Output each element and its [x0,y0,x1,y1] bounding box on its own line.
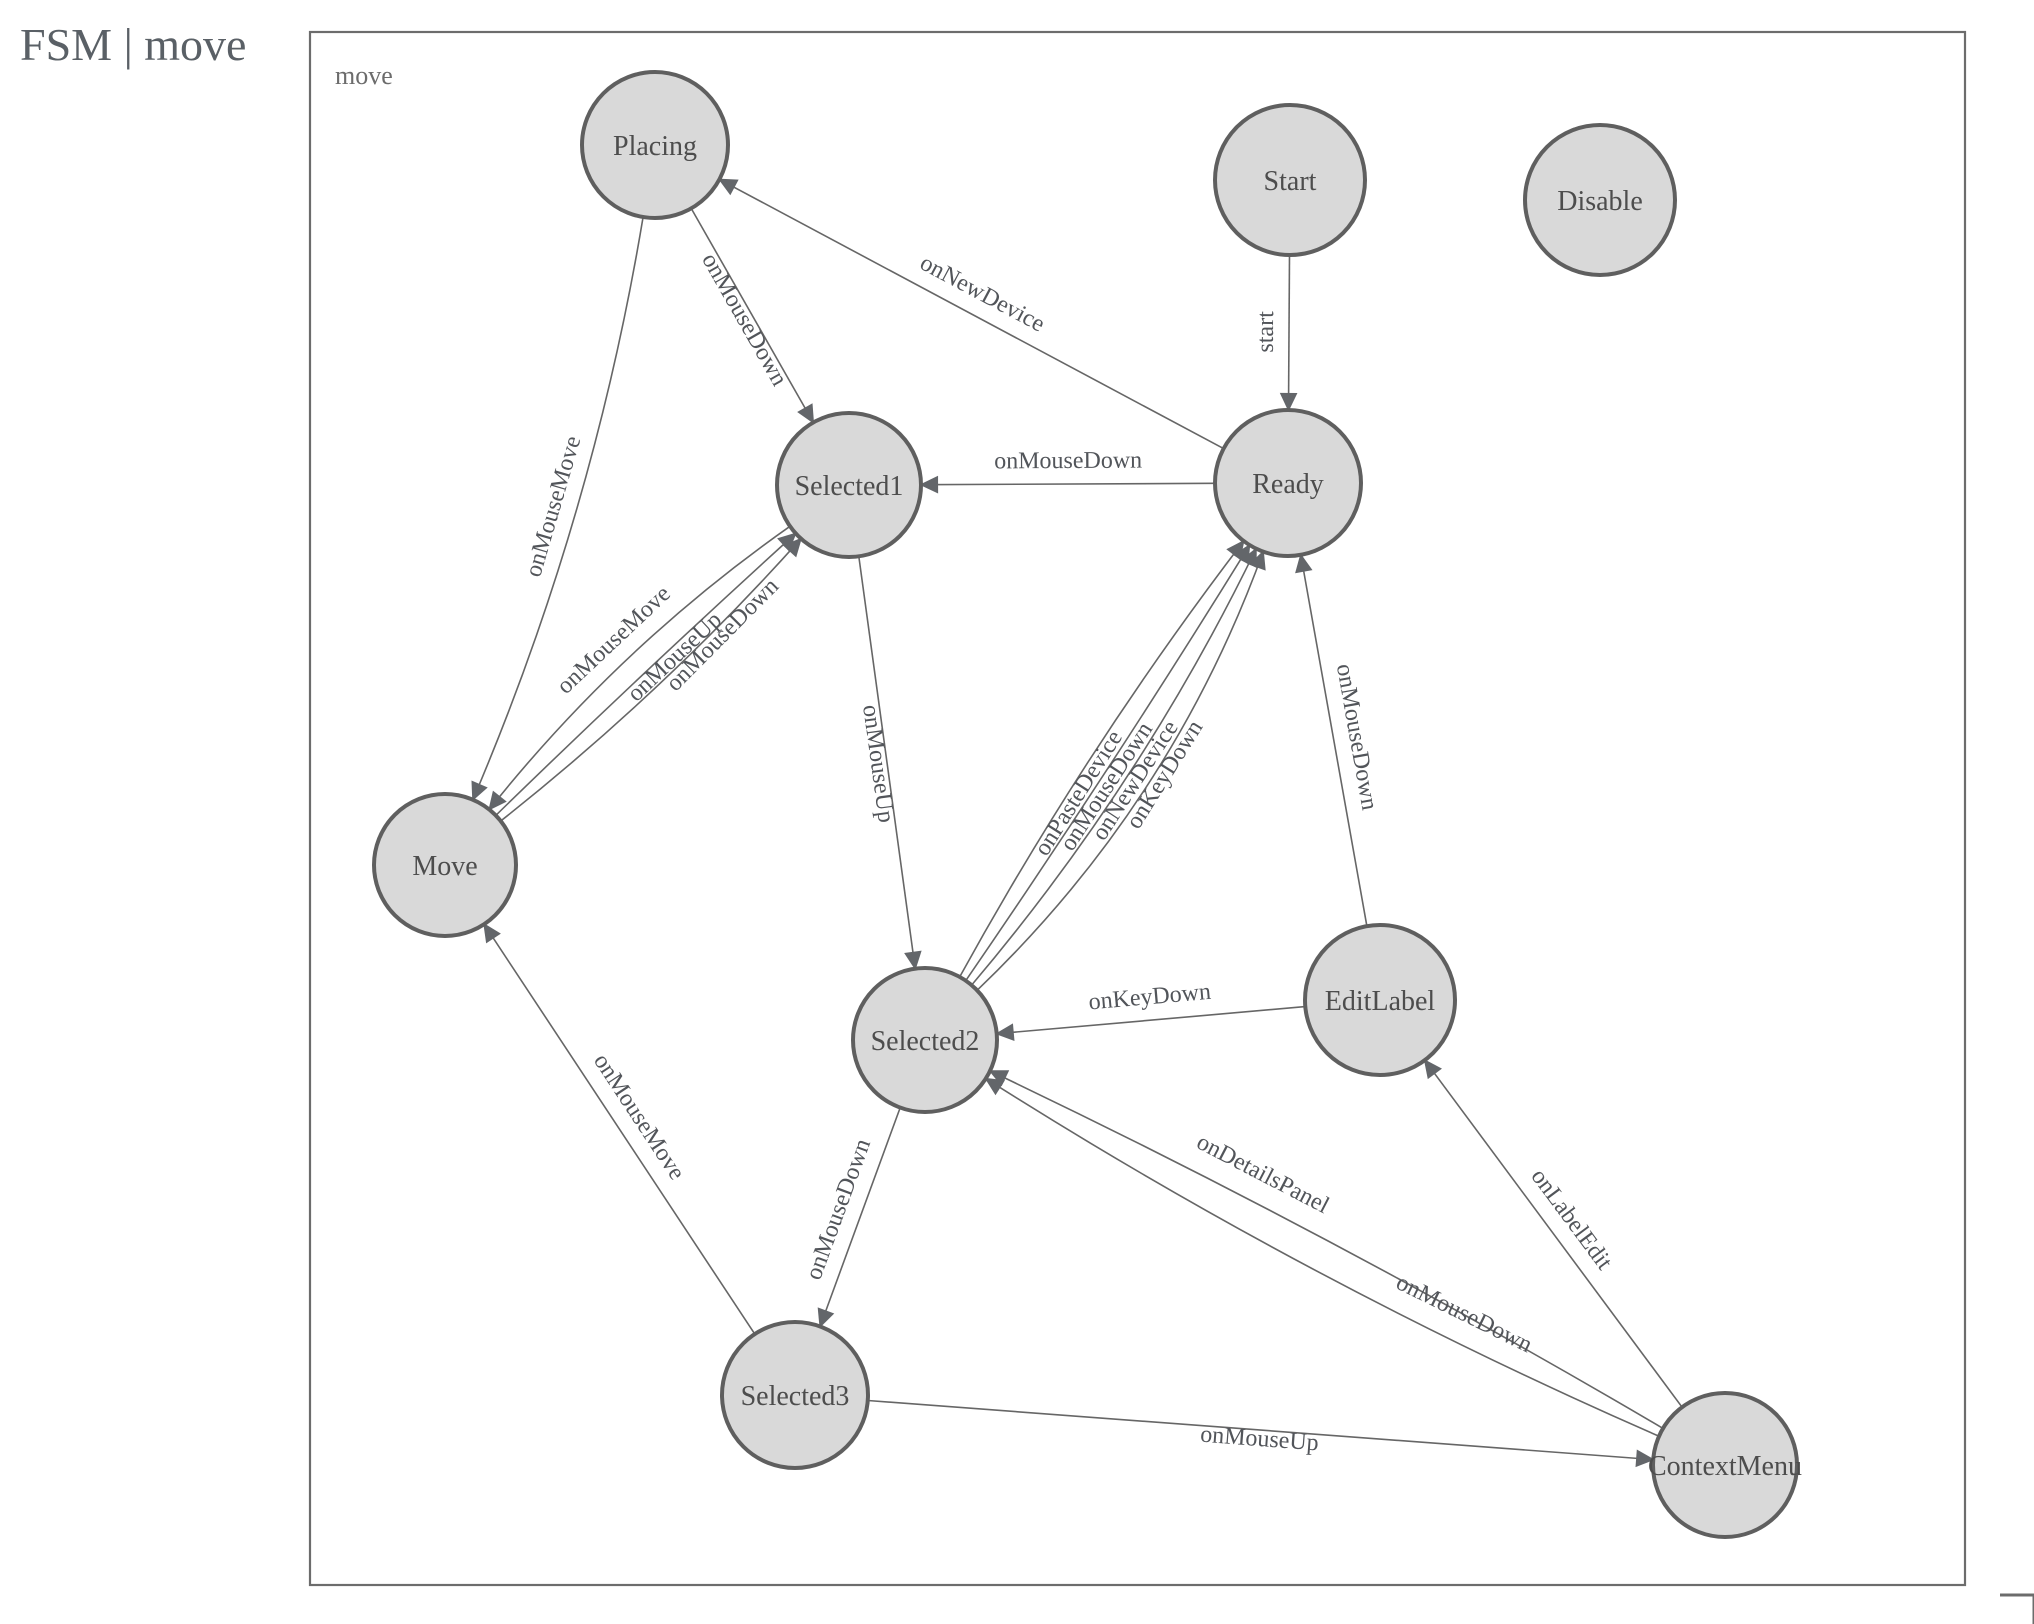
svg-text:ContextMenu: ContextMenu [1648,1451,1802,1482]
svg-text:onMouseDown: onMouseDown [696,249,792,390]
svg-text:onMouseUp: onMouseUp [1199,1422,1319,1457]
svg-text:onMouseDown: onMouseDown [1392,1269,1536,1358]
svg-text:onMouseMove: onMouseMove [588,1049,690,1185]
svg-text:onMouseDown: onMouseDown [801,1135,876,1283]
svg-text:onDetailsPanel: onDetailsPanel [1192,1129,1333,1219]
svg-text:onMouseMove: onMouseMove [521,433,587,580]
svg-text:move: move [335,61,393,90]
svg-text:onKeyDown: onKeyDown [1088,979,1212,1016]
svg-text:Placing: Placing [613,131,697,162]
svg-text:EditLabel: EditLabel [1325,986,1436,1017]
svg-text:Selected2: Selected2 [871,1026,980,1057]
svg-text:onNewDevice: onNewDevice [916,250,1049,338]
svg-text:Selected1: Selected1 [795,471,904,502]
svg-text:onMouseDown: onMouseDown [994,448,1142,475]
svg-text:Disable: Disable [1557,186,1643,217]
svg-text:onMouseUp: onMouseUp [857,703,899,824]
svg-text:onMouseDown: onMouseDown [1331,662,1383,812]
svg-text:Ready: Ready [1252,469,1324,500]
svg-text:start: start [1253,311,1279,353]
svg-text:Start: Start [1264,166,1317,197]
svg-text:Move: Move [412,851,477,882]
svg-text:Selected3: Selected3 [741,1381,850,1412]
